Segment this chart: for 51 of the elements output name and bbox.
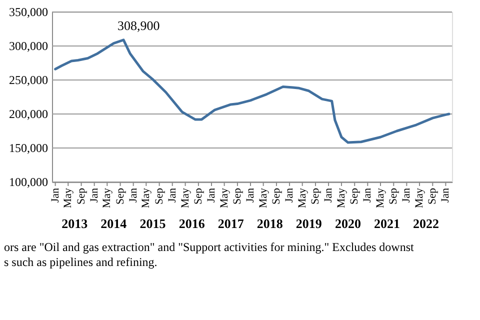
x-tick-label: May bbox=[179, 188, 192, 208]
text: 2019 bbox=[296, 216, 322, 231]
text: s such as pipelines and refining. bbox=[4, 255, 158, 269]
text: ors are "Oil and gas extraction" and "Support activities for mining." Excludes downst bbox=[4, 240, 415, 254]
x-tick-label: Sep bbox=[114, 188, 126, 204]
text: 2013 bbox=[62, 216, 88, 231]
x-tick-label: Jan bbox=[244, 188, 257, 203]
x-tick-label: Jan bbox=[362, 188, 374, 203]
text: 2017 bbox=[218, 216, 244, 231]
x-tick-label: May bbox=[257, 188, 270, 208]
y-tick-label: 350,000 bbox=[9, 5, 48, 19]
x-tick-label: May bbox=[62, 188, 74, 208]
y-tick-label: 150,000 bbox=[9, 141, 48, 155]
x-tick-label: Sep bbox=[153, 188, 166, 204]
y-tick-label: 100,000 bbox=[9, 175, 48, 189]
x-tick-label: Sep bbox=[192, 188, 204, 204]
x-tick-label: Jan bbox=[284, 188, 296, 203]
text: 2022 bbox=[413, 216, 440, 231]
text: 2018 bbox=[256, 216, 284, 231]
line-series bbox=[54, 38, 450, 144]
y-tick-label: 200,000 bbox=[9, 107, 48, 121]
x-tick-label: Sep bbox=[75, 188, 88, 204]
text: 2021 bbox=[374, 216, 400, 231]
x-tick-label: Jan bbox=[400, 188, 413, 203]
x-tick-label: May bbox=[140, 188, 152, 208]
x-tick-label: Sep bbox=[426, 188, 439, 204]
annotation: 308,900 bbox=[118, 18, 160, 33]
x-tick-label: Jan bbox=[166, 188, 178, 203]
x-tick-label: Sep bbox=[309, 188, 322, 204]
x-tick-label: May bbox=[414, 188, 426, 208]
x-tick-label: Jan bbox=[127, 188, 140, 203]
x-tick-label: May bbox=[218, 188, 230, 208]
text: 2014 bbox=[100, 216, 128, 231]
text: 2015 bbox=[140, 216, 166, 231]
x-tick-label: May bbox=[101, 188, 114, 208]
y-tick-label: 250,000 bbox=[9, 73, 48, 87]
x-tick-label: Jan bbox=[49, 188, 62, 203]
x-tick-label: May bbox=[296, 188, 308, 208]
x-tick-label: Sep bbox=[348, 188, 361, 204]
x-tick-label: May bbox=[335, 188, 348, 208]
y-tick-label: 300,000 bbox=[9, 39, 48, 53]
x-tick-label: Sep bbox=[231, 188, 244, 204]
x-tick-label: Jan bbox=[88, 188, 100, 203]
x-tick-label: Jan bbox=[322, 188, 335, 203]
text: 2020 bbox=[334, 216, 361, 231]
text: 2016 bbox=[178, 216, 206, 231]
x-tick-label: May bbox=[374, 188, 386, 208]
x-tick-label: Sep bbox=[388, 188, 400, 204]
x-tick-label: Jan bbox=[205, 188, 218, 203]
x-tick-label: Jan bbox=[440, 188, 452, 203]
x-tick-label: Sep bbox=[270, 188, 282, 204]
